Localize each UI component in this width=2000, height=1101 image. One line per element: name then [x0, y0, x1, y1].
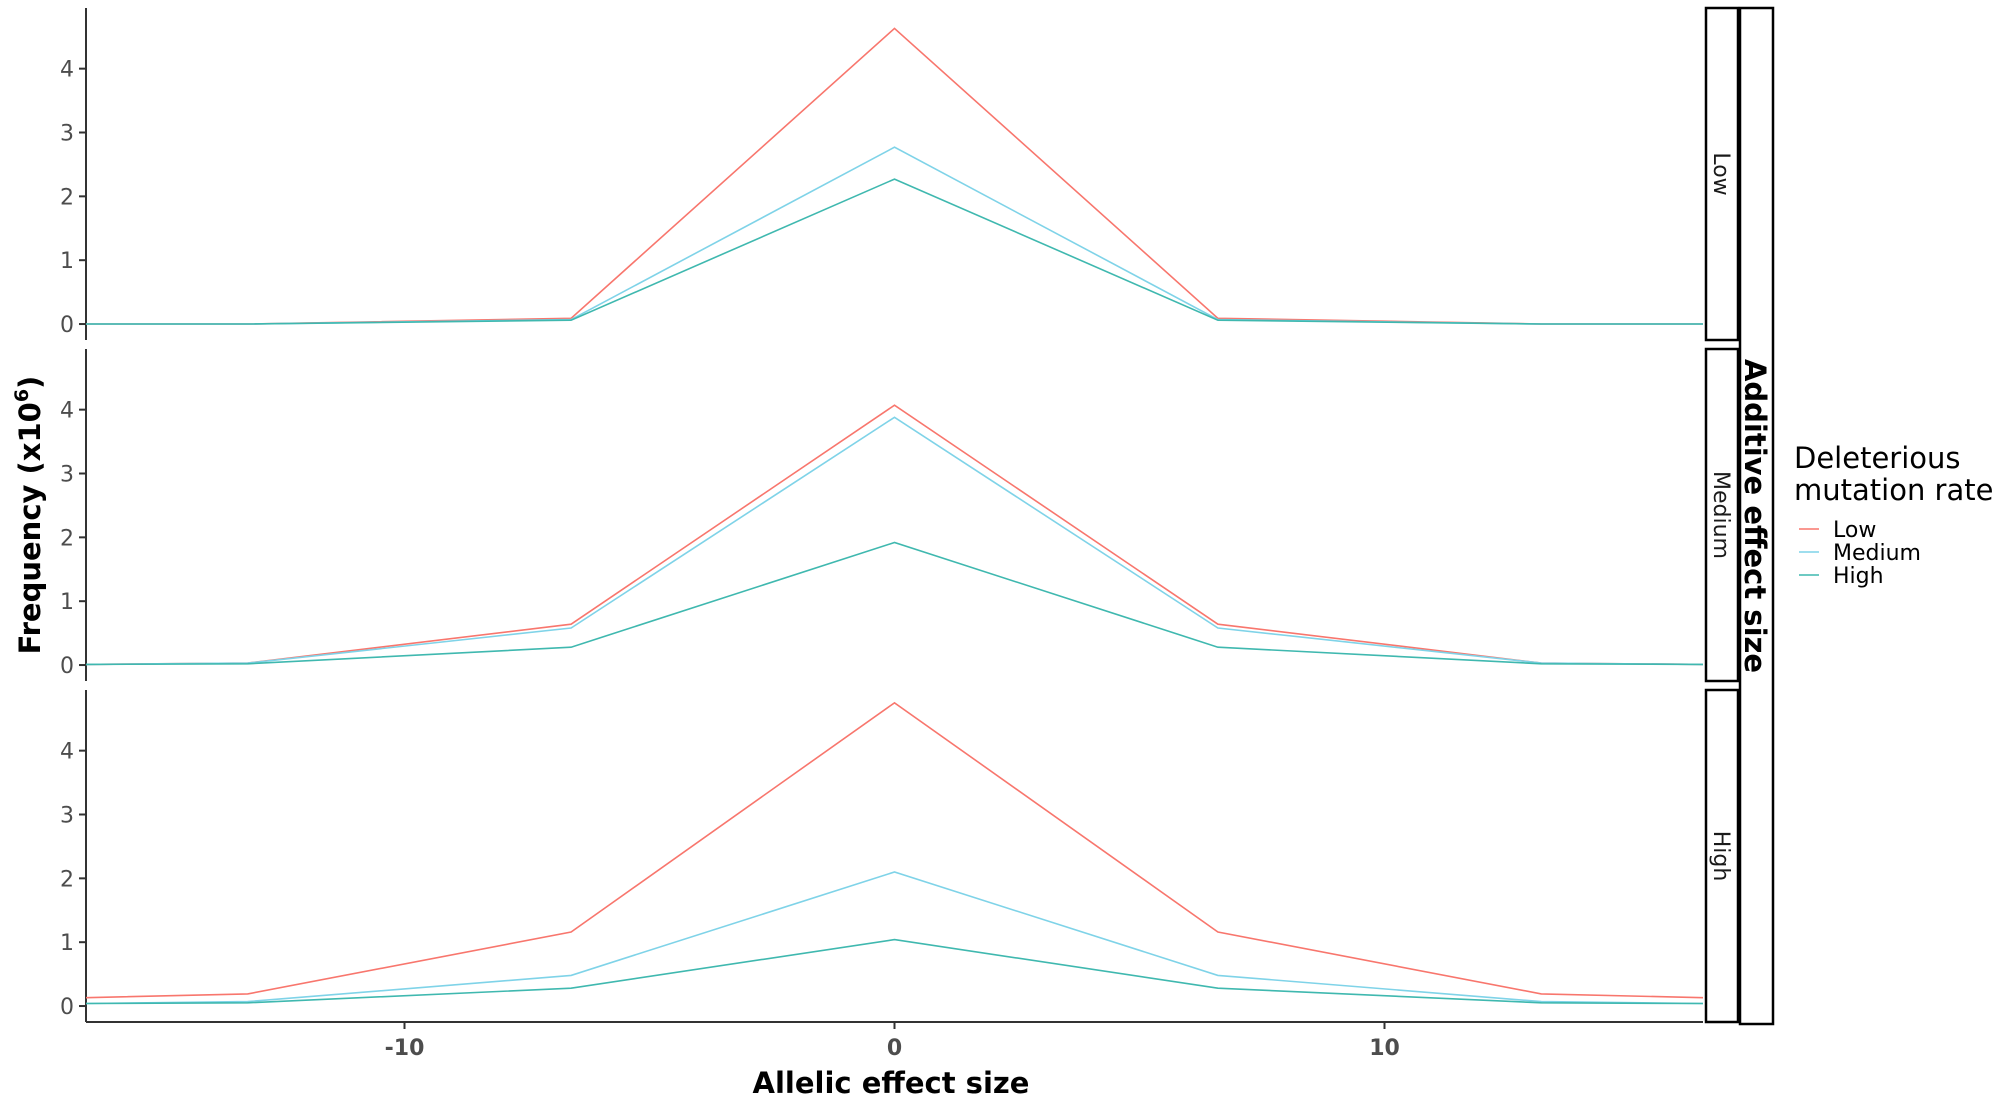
series-line-high	[85, 541, 1704, 666]
legend-label: Medium	[1833, 541, 1921, 566]
y-tick-label: 1	[60, 931, 74, 956]
y-tick-label: 4	[60, 58, 74, 83]
y-tick-label: 3	[60, 122, 74, 147]
x-axis-title: Allelic effect size	[753, 1066, 1030, 1100]
y-tick-label: 3	[60, 463, 74, 488]
facet-strip-box	[1704, 688, 1740, 1024]
series-line-low	[86, 27, 1703, 325]
x-tick-label: 0	[887, 1036, 902, 1061]
legend-title-line1: Deleterious	[1794, 441, 1961, 475]
y-tick-label: 1	[60, 590, 74, 615]
series-line-high	[85, 938, 1704, 1005]
y-tick-label: 2	[60, 867, 74, 892]
legend-item-medium: Medium	[1799, 541, 1921, 566]
facet-strip-low: Low	[1704, 6, 1740, 342]
series-line-low	[85, 701, 1704, 999]
series-line-low	[85, 404, 1704, 666]
y-tick-label: 0	[60, 654, 74, 679]
panel-low: 0 1 2 3 4 Low	[60, 6, 1740, 342]
y-tick-label: 1	[60, 249, 74, 274]
y-axis-title: Frequency (x106)	[11, 376, 47, 655]
facet-strip-box	[1704, 347, 1740, 683]
facet-strip-label: Medium	[1708, 471, 1733, 559]
legend-item-low: Low	[1799, 518, 1876, 543]
series-line-medium	[85, 416, 1704, 666]
facet-strip-box	[1704, 6, 1740, 342]
facet-strip-label: High	[1708, 831, 1733, 882]
legend-item-high: High	[1799, 564, 1884, 589]
outer-facet-strip-box	[1738, 6, 1775, 1026]
y-tick-label: 0	[60, 313, 74, 338]
facet-strip-label: Low	[1708, 152, 1733, 195]
y-tick-label: 3	[60, 804, 74, 829]
outer-facet-strip: Additive effect size	[1738, 6, 1775, 1026]
series-line-medium	[85, 871, 1704, 1005]
facet-strip-medium: Medium	[1704, 347, 1740, 683]
y-tick-label: 0	[60, 995, 74, 1020]
legend-label: High	[1833, 564, 1884, 589]
facet-strip-high: High	[1704, 688, 1740, 1024]
y-tick-label: 4	[60, 740, 74, 765]
y-axis-title-close: )	[13, 376, 47, 389]
panels-layer: 0 1 2 3 4 Low 0 1 2 3 4 Medium 0 1 2 3 4 High	[60, 6, 1740, 1024]
panel-high: 0 1 2 3 4 High	[60, 688, 1740, 1024]
y-tick-label: 2	[60, 185, 74, 210]
outer-facet-label: Additive effect size	[1738, 359, 1772, 673]
y-axis-title-exponent: 6	[11, 389, 33, 402]
series-line-high	[86, 178, 1703, 325]
x-axis: -10 0 10	[86, 1021, 1703, 1061]
x-tick-label: 10	[1369, 1036, 1400, 1061]
legend-title-line2: mutation rate	[1794, 473, 1993, 507]
y-axis-title-main: Frequency (x10	[13, 402, 47, 654]
y-tick-label: 4	[60, 399, 74, 424]
x-tick-label: -10	[385, 1036, 425, 1061]
y-tick-label: 2	[60, 526, 74, 551]
legend-label: Low	[1833, 518, 1876, 543]
series-line-medium	[86, 146, 1703, 325]
panel-medium: 0 1 2 3 4 Medium	[60, 347, 1740, 683]
